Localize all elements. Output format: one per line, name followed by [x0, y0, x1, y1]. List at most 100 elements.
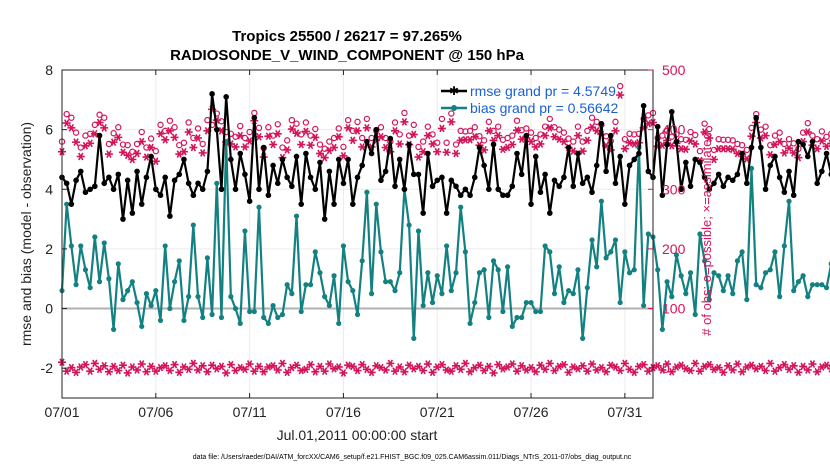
rmse-point	[729, 177, 736, 184]
obs-assimilated-marker	[236, 131, 245, 140]
obs-count-marker	[822, 361, 830, 370]
bias-point	[472, 299, 478, 306]
obs-count-marker	[588, 360, 597, 368]
obs-count-marker	[222, 369, 231, 377]
obs-possible-marker	[199, 140, 206, 148]
obs-assimilated-marker	[470, 132, 479, 141]
obs-assimilated-marker	[681, 145, 690, 154]
bias-point	[725, 273, 731, 279]
bias-point	[204, 255, 211, 261]
obs-assimilated-marker	[691, 140, 700, 148]
rmse-point	[429, 183, 436, 190]
obs-count-marker	[147, 362, 156, 371]
bias-point	[490, 258, 497, 264]
obs-count-marker	[559, 360, 568, 369]
obs-assimilated-marker	[761, 131, 770, 140]
obs-possible-marker	[701, 120, 708, 127]
rmse-point	[575, 150, 581, 157]
rmse-point	[242, 171, 248, 178]
rmse-point	[537, 189, 544, 196]
rmse-point	[725, 174, 731, 181]
obs-assimilated-marker	[287, 125, 296, 133]
obs-count-marker	[770, 367, 779, 376]
bias-point	[575, 267, 581, 273]
obs-count-marker	[264, 363, 273, 371]
rmse-point	[584, 174, 591, 181]
obs-count-marker	[756, 362, 765, 371]
obs-count-marker	[714, 363, 723, 372]
obs-assimilated-marker	[104, 150, 113, 158]
obs-assimilated-marker	[231, 143, 240, 151]
bias-point	[683, 291, 689, 297]
obs-possible-marker	[659, 132, 666, 139]
rmse-point	[284, 174, 290, 181]
rmse-point	[396, 156, 403, 163]
obs-count-marker	[301, 365, 310, 374]
bias-point	[340, 243, 347, 249]
obs-possible-marker	[307, 132, 314, 139]
obs-assimilated-marker	[273, 129, 282, 138]
obs-count-marker	[747, 361, 756, 370]
obs-possible-marker	[541, 123, 549, 130]
obs-count-marker	[728, 366, 737, 374]
rmse-point	[321, 216, 328, 222]
y-tick-label: 2	[45, 241, 53, 257]
rmse-point	[124, 177, 131, 184]
bias-point	[706, 297, 712, 303]
obs-count-marker	[184, 365, 193, 374]
obs-assimilated-marker	[817, 137, 826, 145]
bias-point	[664, 279, 670, 285]
rmse-point	[753, 114, 759, 121]
obs-possible-marker	[828, 130, 830, 137]
bias-point	[687, 270, 694, 276]
bias-point	[758, 285, 764, 291]
obs-possible-marker	[692, 131, 699, 139]
obs-count-marker	[325, 360, 334, 368]
rmse-point	[622, 201, 628, 207]
obs-possible-marker	[527, 129, 535, 136]
rmse-point	[312, 186, 319, 193]
obs-possible-marker	[335, 125, 342, 132]
obs-assimilated-marker	[536, 140, 545, 148]
bias-point	[565, 288, 572, 294]
rmse-point	[589, 189, 595, 196]
obs-assimilated-marker	[780, 149, 789, 157]
rmse-point	[579, 180, 586, 187]
obs-count-marker	[170, 360, 179, 369]
obs-possible-marker	[77, 144, 84, 151]
rmse-point	[636, 150, 642, 157]
rmse-point	[77, 168, 84, 175]
obs-count-marker	[517, 361, 526, 370]
legend-bias-label: bias grand pr = 0.56642	[470, 100, 618, 116]
bias-point	[556, 264, 562, 270]
plot-frame	[61, 69, 654, 399]
rmse-point	[279, 156, 286, 163]
x-tick-label: 07/01	[44, 404, 79, 420]
obs-count-marker	[344, 361, 353, 370]
obs-count-marker	[315, 362, 324, 371]
bias-point	[101, 240, 107, 246]
rmse-point	[471, 174, 478, 181]
bias-point	[720, 288, 726, 294]
rmse-point	[148, 153, 154, 160]
rmse-point	[659, 192, 666, 199]
obs-count-marker	[705, 360, 714, 369]
bias-point	[476, 270, 483, 276]
bias-point	[218, 314, 225, 321]
obs-possible-marker	[288, 116, 296, 124]
obs-count-marker	[358, 360, 367, 369]
obs-possible-marker	[129, 148, 136, 155]
bias-point	[326, 302, 332, 309]
x-axis-label: Jul.01,2011 00:00:00 start	[277, 427, 438, 443]
rmse-point	[593, 162, 600, 169]
obs-assimilated-marker	[480, 146, 489, 154]
bias-point	[594, 264, 600, 270]
rmse-point	[359, 162, 365, 169]
obs-count-marker	[761, 366, 770, 375]
bias-point	[791, 288, 797, 294]
rmse-point	[748, 144, 755, 151]
obs-assimilated-marker	[100, 123, 109, 132]
obs-count-marker	[663, 360, 672, 368]
bias-point	[270, 302, 276, 309]
rmse-point	[162, 174, 168, 181]
